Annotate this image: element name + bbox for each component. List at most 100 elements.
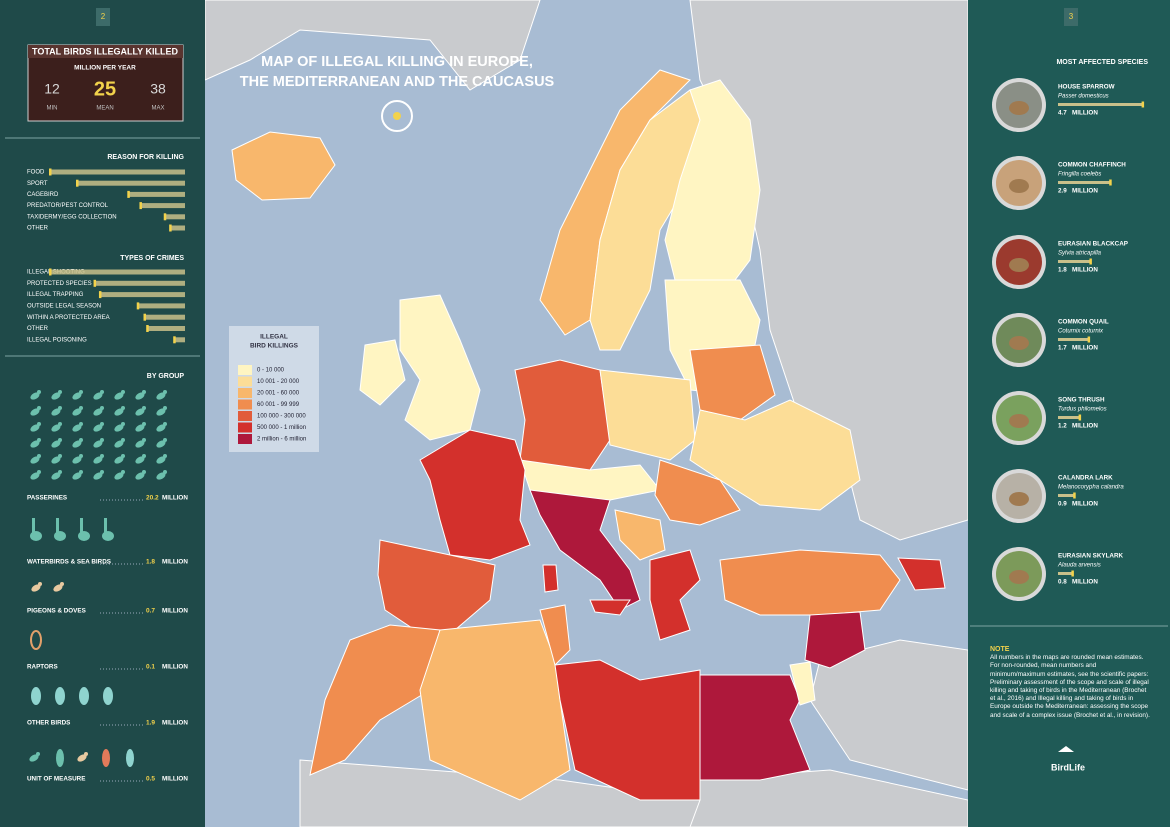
bird-icon bbox=[51, 424, 61, 432]
bird-icon-head bbox=[37, 422, 41, 426]
species-bar bbox=[1058, 181, 1111, 184]
species-bar bbox=[1058, 260, 1091, 263]
bar bbox=[94, 280, 185, 286]
bird-icon-head bbox=[58, 390, 62, 394]
species-latin: Alauda arvensis bbox=[1057, 563, 1101, 569]
bar-label: OUTSIDE LEGAL SEASON bbox=[27, 303, 101, 309]
raptor-icon bbox=[30, 630, 42, 650]
bird-icon bbox=[51, 440, 61, 448]
group-value: 0.1 bbox=[146, 664, 155, 671]
bird-icon-head bbox=[142, 454, 146, 458]
bar-marker bbox=[98, 291, 102, 299]
bird-icon bbox=[114, 472, 124, 480]
bar-marker bbox=[173, 336, 176, 344]
bird-icon-head bbox=[37, 438, 41, 442]
bird-icon bbox=[30, 440, 40, 448]
bird-icon bbox=[31, 584, 41, 592]
bird-icon bbox=[114, 440, 124, 448]
bird-icon-head bbox=[60, 582, 64, 586]
species-name: EURASIAN SKYLARK bbox=[1058, 553, 1124, 560]
species-unit: MILLION bbox=[1072, 579, 1098, 586]
bird-icon-head bbox=[163, 438, 167, 442]
group-unit: MILLION bbox=[162, 664, 188, 671]
total-label: MIN bbox=[47, 106, 58, 112]
bird-icon-head bbox=[79, 454, 83, 458]
bird-icon bbox=[51, 392, 61, 400]
logo: BirdLife bbox=[1051, 762, 1085, 772]
group-value: 0.7 bbox=[146, 608, 155, 615]
bird-icon-head bbox=[58, 406, 62, 410]
note-title: NOTE bbox=[990, 646, 1010, 653]
bird-icon-head bbox=[142, 390, 146, 394]
bird-icon-head bbox=[121, 390, 125, 394]
bar-marker bbox=[136, 302, 140, 310]
bird-icon bbox=[156, 408, 166, 416]
legend-label: 20 001 - 60 000 bbox=[257, 391, 300, 397]
bird-icon-head bbox=[37, 470, 41, 474]
group-value: 1.8 bbox=[146, 559, 155, 566]
waterbird-icon bbox=[54, 531, 66, 541]
bird-icon bbox=[114, 456, 124, 464]
bar bbox=[137, 303, 185, 309]
unit-icon bbox=[126, 749, 134, 767]
total-title-bar bbox=[28, 45, 183, 58]
species-latin: Melanocorypha calandra bbox=[1058, 485, 1124, 491]
waterbird-neck bbox=[32, 518, 35, 534]
group-unit: MILLION bbox=[162, 720, 188, 727]
compass-center bbox=[393, 112, 401, 120]
group-label: PASSERINES bbox=[27, 495, 67, 502]
bar-label: TAXIDERMY/EGG COLLECTION bbox=[27, 214, 117, 220]
species-unit: MILLION bbox=[1072, 110, 1098, 117]
bird-icon-head bbox=[84, 752, 88, 756]
bird-icon bbox=[30, 472, 40, 480]
bar-marker bbox=[127, 190, 130, 198]
species-value: 1.7 bbox=[1058, 345, 1067, 352]
group-value: 1.9 bbox=[146, 720, 155, 727]
bird-icon-head bbox=[58, 454, 62, 458]
bird-icon bbox=[77, 754, 87, 762]
bar-marker bbox=[1073, 492, 1076, 499]
group-unit: MILLION bbox=[162, 608, 188, 615]
species-bird bbox=[1009, 179, 1029, 193]
bird-icon bbox=[72, 456, 82, 464]
map-land bbox=[204, 0, 969, 827]
bird-icon bbox=[156, 424, 166, 432]
bird-icon bbox=[93, 472, 103, 480]
bird-icon-head bbox=[100, 470, 104, 474]
bird-icon-head bbox=[100, 454, 104, 458]
group-label: RAPTORS bbox=[27, 664, 58, 671]
species-bar bbox=[1058, 338, 1089, 341]
bar-label: WITHIN A PROTECTED AREA bbox=[27, 315, 110, 321]
bird-icon-head bbox=[58, 470, 62, 474]
group-value: 20.2 bbox=[146, 495, 159, 502]
bird-icon-head bbox=[38, 582, 42, 586]
bird-icon-head bbox=[142, 470, 146, 474]
bird-icon bbox=[29, 754, 39, 762]
bar-label: OTHER bbox=[27, 326, 49, 332]
total-value: 38 bbox=[150, 81, 166, 97]
bar-marker bbox=[1109, 179, 1112, 186]
species-latin: Coturnix coturnix bbox=[1058, 329, 1104, 335]
bird-icon bbox=[135, 392, 145, 400]
bird-icon bbox=[72, 440, 82, 448]
section-title: REASON FOR KILLING bbox=[107, 154, 184, 161]
bird-icon bbox=[53, 584, 63, 592]
bar-marker bbox=[169, 224, 172, 232]
bird-icon-head bbox=[58, 422, 62, 426]
species-value: 0.8 bbox=[1058, 579, 1067, 586]
waterbird-icon bbox=[78, 531, 90, 541]
page-tab bbox=[96, 8, 110, 26]
bird-icon-head bbox=[100, 390, 104, 394]
bird-icon-head bbox=[37, 454, 41, 458]
bird-icon-head bbox=[37, 406, 41, 410]
waterbird-neck bbox=[104, 518, 107, 534]
legend-swatch bbox=[238, 399, 252, 410]
group-unit: MILLION bbox=[162, 559, 188, 566]
bird-icon bbox=[135, 472, 145, 480]
bird-icon bbox=[51, 408, 61, 416]
bar-marker bbox=[49, 268, 52, 276]
species-name: COMMON CHAFFINCH bbox=[1058, 162, 1126, 169]
species-latin: Turdus philomelos bbox=[1058, 407, 1107, 413]
legend-label: 10 001 - 20 000 bbox=[257, 379, 300, 385]
bird-icon-head bbox=[163, 470, 167, 474]
